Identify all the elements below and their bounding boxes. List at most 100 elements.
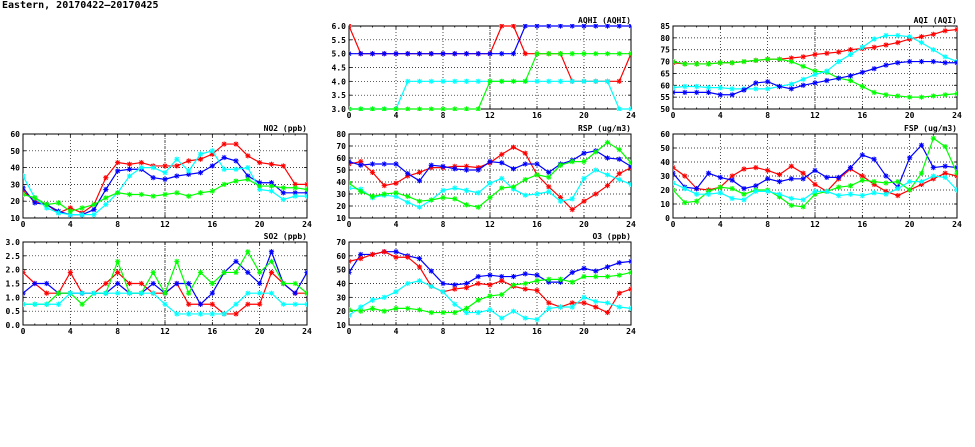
x-tick-label: 0 (21, 220, 26, 229)
data-point-red (895, 193, 901, 199)
marker-stroke (569, 279, 575, 285)
marker-stroke (150, 165, 156, 170)
marker-stroke (616, 290, 622, 296)
marker-stroke (475, 79, 481, 84)
marker-stroke (245, 249, 251, 254)
data-point-green (233, 269, 239, 276)
marker-stroke (824, 189, 830, 194)
marker-stroke (186, 158, 191, 164)
series-group (23, 141, 307, 218)
marker-stroke (440, 195, 446, 200)
marker-stroke (883, 180, 889, 186)
marker-stroke (871, 190, 877, 196)
marker-stroke (812, 189, 818, 194)
data-point-green (452, 196, 458, 202)
data-point-blue (416, 256, 423, 262)
marker-stroke (942, 60, 948, 66)
data-point-blue (197, 170, 204, 176)
data-point-green (452, 106, 458, 111)
marker-stroke (616, 51, 622, 56)
data-point-blue (930, 58, 936, 65)
marker-stroke (304, 192, 307, 196)
marker-stroke (440, 310, 446, 315)
marker-stroke (23, 190, 26, 194)
data-point-cyan (616, 106, 622, 111)
marker-stroke (511, 24, 516, 29)
y-tick-label: 50 (336, 266, 346, 275)
y-tick-label: 30 (660, 172, 670, 181)
data-point-green (729, 186, 735, 192)
y-tick-label: 10 (336, 321, 346, 330)
marker-stroke (628, 182, 631, 186)
marker-stroke (581, 79, 587, 84)
marker-stroke (417, 198, 422, 204)
marker-stroke (269, 270, 274, 275)
data-point-red (954, 26, 957, 33)
marker-stroke (428, 79, 434, 84)
x-tick-label: 0 (671, 111, 676, 120)
marker-stroke (605, 274, 610, 279)
marker-stroke (103, 290, 109, 296)
series-group (349, 24, 631, 111)
data-point-blue (907, 155, 913, 161)
marker-stroke (765, 189, 770, 194)
data-point-green (304, 290, 307, 296)
data-point-cyan (463, 309, 470, 316)
data-point-blue (836, 75, 842, 81)
y-tick-label: 6.0 (332, 22, 347, 31)
data-point-blue (616, 156, 622, 162)
data-point-red (23, 269, 26, 276)
data-point-cyan (268, 188, 275, 194)
data-point-red (616, 290, 622, 296)
data-point-cyan (705, 191, 712, 197)
data-point-cyan (824, 188, 830, 194)
marker-stroke (694, 191, 699, 197)
y-tick-label: 75 (660, 46, 670, 55)
marker-stroke (919, 40, 924, 45)
marker-stroke (417, 256, 422, 261)
marker-stroke (569, 207, 575, 212)
marker-stroke (706, 85, 711, 90)
data-point-green (673, 187, 676, 193)
marker-stroke (836, 184, 841, 190)
marker-stroke (452, 51, 458, 56)
marker-stroke (32, 195, 38, 201)
marker-stroke (522, 192, 528, 198)
marker-stroke (871, 45, 877, 50)
data-point-cyan (812, 188, 818, 194)
marker-stroke (836, 175, 841, 180)
data-point-cyan (475, 78, 481, 84)
marker-stroke (765, 56, 770, 62)
x-tick-label: 0 (21, 327, 26, 336)
marker-stroke (174, 173, 180, 179)
marker-stroke (534, 191, 540, 197)
marker-stroke (871, 156, 877, 162)
marker-stroke (233, 259, 239, 264)
marker-stroke (23, 187, 26, 191)
marker-stroke (393, 306, 399, 311)
marker-stroke (569, 24, 575, 29)
marker-stroke (628, 51, 631, 55)
data-point-cyan (557, 78, 564, 84)
marker-stroke (558, 195, 563, 200)
data-point-blue (393, 51, 399, 57)
data-point-cyan (452, 301, 458, 307)
y-tick-label: 20 (336, 307, 346, 316)
data-point-green (162, 191, 168, 198)
marker-stroke (440, 289, 446, 295)
marker-stroke (269, 249, 274, 254)
marker-stroke (349, 25, 352, 29)
data-point-cyan (487, 180, 493, 186)
data-point-green (67, 208, 73, 214)
data-point-blue (883, 173, 889, 179)
data-point-cyan (440, 78, 446, 84)
marker-stroke (673, 189, 676, 193)
data-point-blue (358, 51, 364, 57)
marker-stroke (44, 205, 49, 211)
data-point-red (174, 163, 180, 169)
marker-stroke (487, 180, 493, 186)
data-point-green (44, 201, 50, 208)
marker-stroke (895, 33, 901, 38)
data-point-red (115, 159, 121, 166)
data-point-cyan (23, 173, 26, 179)
